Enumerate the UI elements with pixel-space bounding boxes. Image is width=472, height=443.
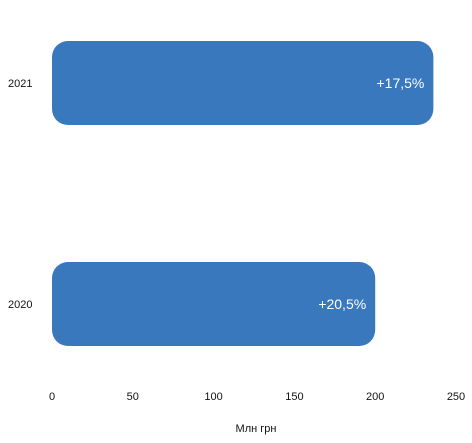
x-axis-title: Млн грн [236, 423, 277, 435]
x-tick-label-50: 50 [127, 391, 139, 403]
category-labels-group: 2021 2020 [8, 78, 32, 311]
x-tick-label-200: 200 [366, 391, 384, 403]
x-tick-label-0: 0 [49, 391, 55, 403]
bars-group [52, 41, 434, 346]
data-label-2020: +20,5% [318, 296, 366, 312]
data-label-2021: +17,5% [377, 75, 425, 91]
data-labels-group: +17,5% +20,5% [318, 75, 424, 312]
x-tick-labels-group: 0 50 100 150 200 250 [49, 391, 465, 403]
x-tick-label-100: 100 [204, 391, 222, 403]
category-label-2020: 2020 [8, 299, 32, 311]
bar-2021 [52, 41, 434, 125]
bar-2020 [52, 262, 376, 346]
x-tick-label-150: 150 [285, 391, 303, 403]
category-label-2021: 2021 [8, 78, 32, 90]
x-tick-label-250: 250 [447, 391, 465, 403]
